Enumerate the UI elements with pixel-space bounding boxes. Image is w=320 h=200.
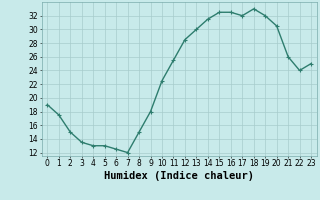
X-axis label: Humidex (Indice chaleur): Humidex (Indice chaleur) [104,171,254,181]
